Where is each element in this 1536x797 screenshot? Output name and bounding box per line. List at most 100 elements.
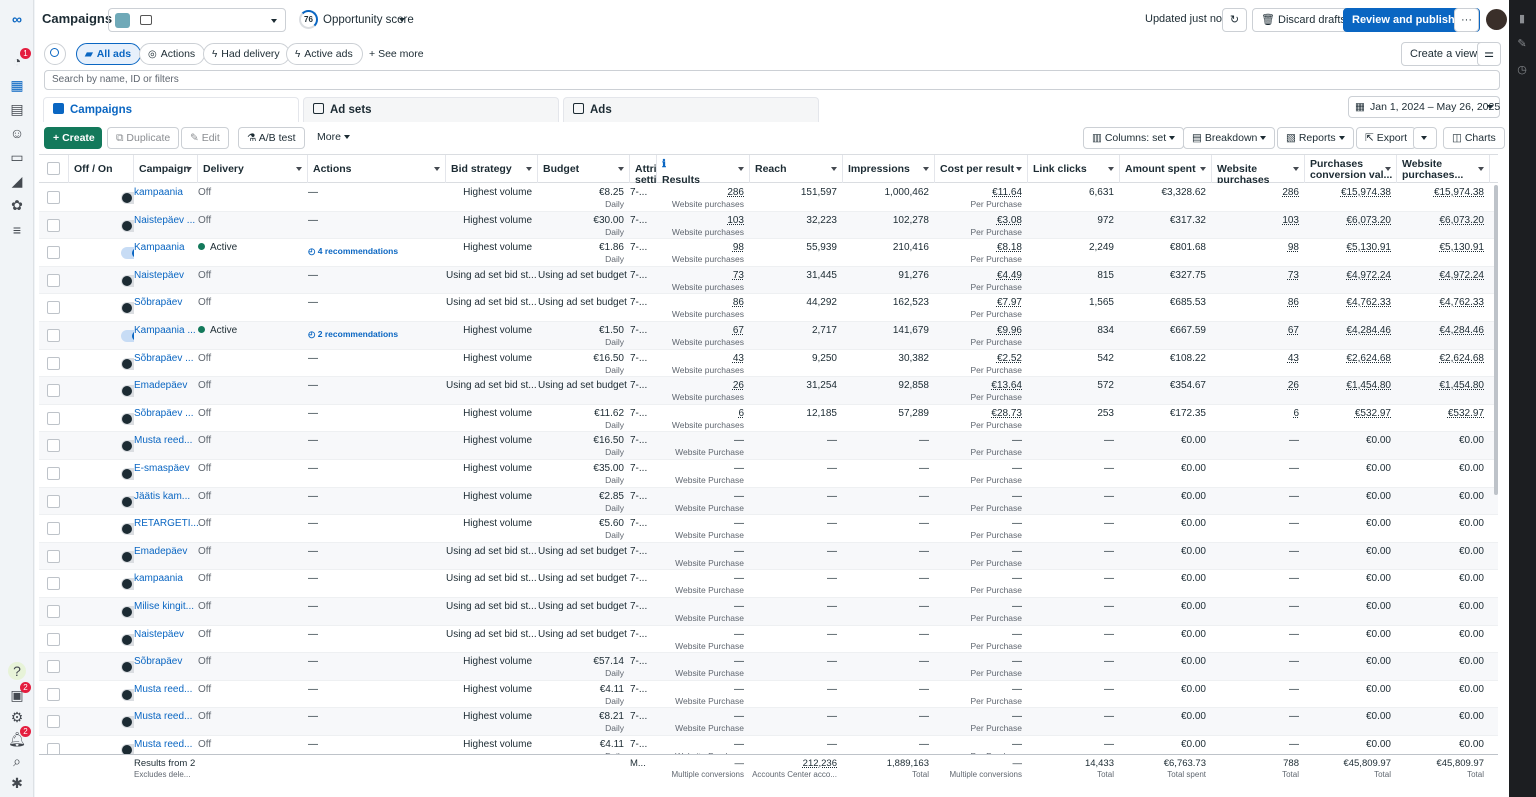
budget-cell[interactable]: Using ad set budget: [538, 543, 630, 570]
budget-cell[interactable]: €1.50 Daily: [538, 322, 630, 349]
table-row[interactable]: Sõbrapäev Off — Using ad set bid st... Using…: [39, 294, 1498, 322]
campaign-cell[interactable]: Musta reed...: [134, 708, 198, 735]
column-header-budget[interactable]: Budget: [538, 155, 630, 183]
column-header-attribution[interactable]: Attri setti: [630, 155, 657, 183]
budget-cell[interactable]: Using ad set budget: [538, 570, 630, 597]
budget-cell[interactable]: €1.86 Daily: [538, 239, 630, 266]
columns-button[interactable]: ▥ Columns: set: [1083, 127, 1185, 149]
campaign-cell[interactable]: Sõbrapäev ...: [134, 405, 198, 432]
row-checkbox[interactable]: [47, 466, 60, 480]
date-range-picker[interactable]: ▦ Jan 1, 2024 – May 26, 2025: [1348, 96, 1500, 118]
duplicate-button[interactable]: ⧉ Duplicate: [107, 127, 180, 149]
table-row[interactable]: RETARGETI... Off — Highest volume €5.60 Daily…: [39, 515, 1498, 543]
budget-cell[interactable]: €57.14 Daily: [538, 653, 630, 680]
table-row[interactable]: Sõbrapäev ... Off — Highest volume €11.62 Dai…: [39, 405, 1498, 433]
campaign-toggle[interactable]: [121, 219, 134, 232]
campaign-toggle[interactable]: [121, 412, 134, 425]
row-checkbox[interactable]: [47, 356, 60, 370]
row-checkbox[interactable]: [47, 604, 60, 618]
help-icon[interactable]: ?: [8, 662, 26, 680]
create-button[interactable]: + Create: [44, 127, 102, 149]
campaign-cell[interactable]: Jäätis kam...: [134, 488, 198, 515]
sort-chevron-icon[interactable]: [1108, 167, 1114, 171]
actions-cell[interactable]: ◴ 2 recommendations: [308, 322, 446, 349]
budget-cell[interactable]: €11.62 Daily: [538, 405, 630, 432]
campaign-cell[interactable]: Kampaania ...: [134, 322, 198, 349]
table-row[interactable]: Emadepäev Off — Using ad set bid st... Using…: [39, 377, 1498, 405]
campaign-cell[interactable]: kampaania: [134, 184, 198, 211]
pencil-icon[interactable]: ✎: [1517, 38, 1527, 50]
row-checkbox[interactable]: [47, 191, 60, 204]
column-header-cost-per-result[interactable]: Cost per result: [935, 155, 1028, 183]
row-checkbox[interactable]: [47, 522, 60, 536]
campaign-cell[interactable]: Kampaania: [134, 239, 198, 266]
audiences-icon[interactable]: ☺: [9, 125, 25, 141]
column-header-off-on[interactable]: Off / On: [69, 155, 134, 183]
more-button[interactable]: More: [309, 127, 358, 149]
campaigns-grid-icon[interactable]: ▦: [10, 77, 24, 93]
campaign-toggle[interactable]: [121, 578, 134, 591]
select-all-checkbox[interactable]: [47, 162, 60, 175]
budget-cell[interactable]: Using ad set budget: [538, 377, 630, 404]
tab-adsets[interactable]: Ad sets: [303, 97, 559, 122]
create-view-button[interactable]: Create a view: [1401, 42, 1487, 66]
sort-chevron-icon[interactable]: [1016, 167, 1022, 171]
budget-cell[interactable]: €8.25 Daily: [538, 184, 630, 211]
campaign-cell[interactable]: kampaania: [134, 570, 198, 597]
table-row[interactable]: Naistepäev Off — Using ad set bid st... Usin…: [39, 626, 1498, 654]
ab-test-button[interactable]: ⚗ A/B test: [238, 127, 305, 149]
budget-cell[interactable]: Using ad set budget: [538, 626, 630, 653]
history-icon[interactable]: ◷: [1517, 64, 1527, 76]
search-toggle-button[interactable]: [44, 43, 66, 65]
budget-cell[interactable]: Using ad set budget: [538, 598, 630, 625]
bug-icon[interactable]: ✱: [11, 775, 23, 791]
user-avatar[interactable]: [1486, 9, 1507, 30]
row-checkbox[interactable]: [47, 660, 60, 674]
sort-chevron-icon[interactable]: [526, 167, 532, 171]
table-row[interactable]: Kampaania Active ◴ 4 recommendations Highes…: [39, 239, 1498, 267]
sort-chevron-icon[interactable]: [186, 167, 192, 171]
budget-cell[interactable]: €16.50 Daily: [538, 350, 630, 377]
more-options-button[interactable]: ···: [1454, 8, 1479, 32]
sort-chevron-icon[interactable]: [434, 167, 440, 171]
campaign-cell[interactable]: Emadepäev: [134, 377, 198, 404]
column-header-results[interactable]: ℹ Results: [657, 155, 750, 183]
budget-cell[interactable]: €8.21 Daily: [538, 708, 630, 735]
column-header-campaign[interactable]: Campaign: [134, 155, 198, 183]
campaign-cell[interactable]: Musta reed...: [134, 681, 198, 708]
campaign-cell[interactable]: Musta reed...: [134, 736, 198, 763]
campaign-toggle[interactable]: [121, 605, 134, 618]
campaign-cell[interactable]: RETARGETI...: [134, 515, 198, 542]
view-settings-button[interactable]: ⚌: [1477, 42, 1501, 66]
vertical-scrollbar[interactable]: [1494, 185, 1498, 495]
sort-chevron-icon[interactable]: [923, 167, 929, 171]
campaign-cell[interactable]: Emadepäev: [134, 543, 198, 570]
charts-button[interactable]: ◫ Charts: [1443, 127, 1505, 149]
reports-button[interactable]: ▧ Reports: [1277, 127, 1354, 149]
breakdown-button[interactable]: ▤ Breakdown: [1183, 127, 1276, 149]
budget-cell[interactable]: €16.50 Daily: [538, 432, 630, 459]
campaign-cell[interactable]: Naistepäev: [134, 626, 198, 653]
row-checkbox[interactable]: [47, 577, 60, 591]
row-checkbox[interactable]: [47, 301, 60, 315]
campaign-cell[interactable]: Musta reed...: [134, 432, 198, 459]
campaign-toggle[interactable]: [121, 743, 134, 756]
campaign-cell[interactable]: Naistepäev ...: [134, 212, 198, 239]
inbox-icon[interactable]: ▣ 2: [8, 682, 31, 704]
column-header-reach[interactable]: Reach: [750, 155, 843, 183]
filter-actions[interactable]: ◎ Actions: [139, 43, 206, 65]
campaign-toggle[interactable]: [121, 688, 134, 701]
meta-logo-icon[interactable]: ∞: [12, 11, 22, 27]
refresh-button[interactable]: ↻: [1222, 8, 1247, 32]
sort-chevron-icon[interactable]: [738, 167, 744, 171]
row-checkbox[interactable]: [47, 328, 60, 342]
budget-cell[interactable]: Using ad set budget: [538, 267, 630, 294]
sort-chevron-icon[interactable]: [296, 167, 302, 171]
sort-chevron-icon[interactable]: [1293, 167, 1299, 171]
sort-chevron-icon[interactable]: [831, 167, 837, 171]
column-header-actions[interactable]: Actions: [308, 155, 446, 183]
activity-icon[interactable]: ◔ 1: [8, 48, 31, 70]
chart-icon[interactable]: ▮: [1518, 13, 1526, 25]
column-header-purchases-conversion-value[interactable]: Purchases conversion val...: [1305, 155, 1397, 183]
